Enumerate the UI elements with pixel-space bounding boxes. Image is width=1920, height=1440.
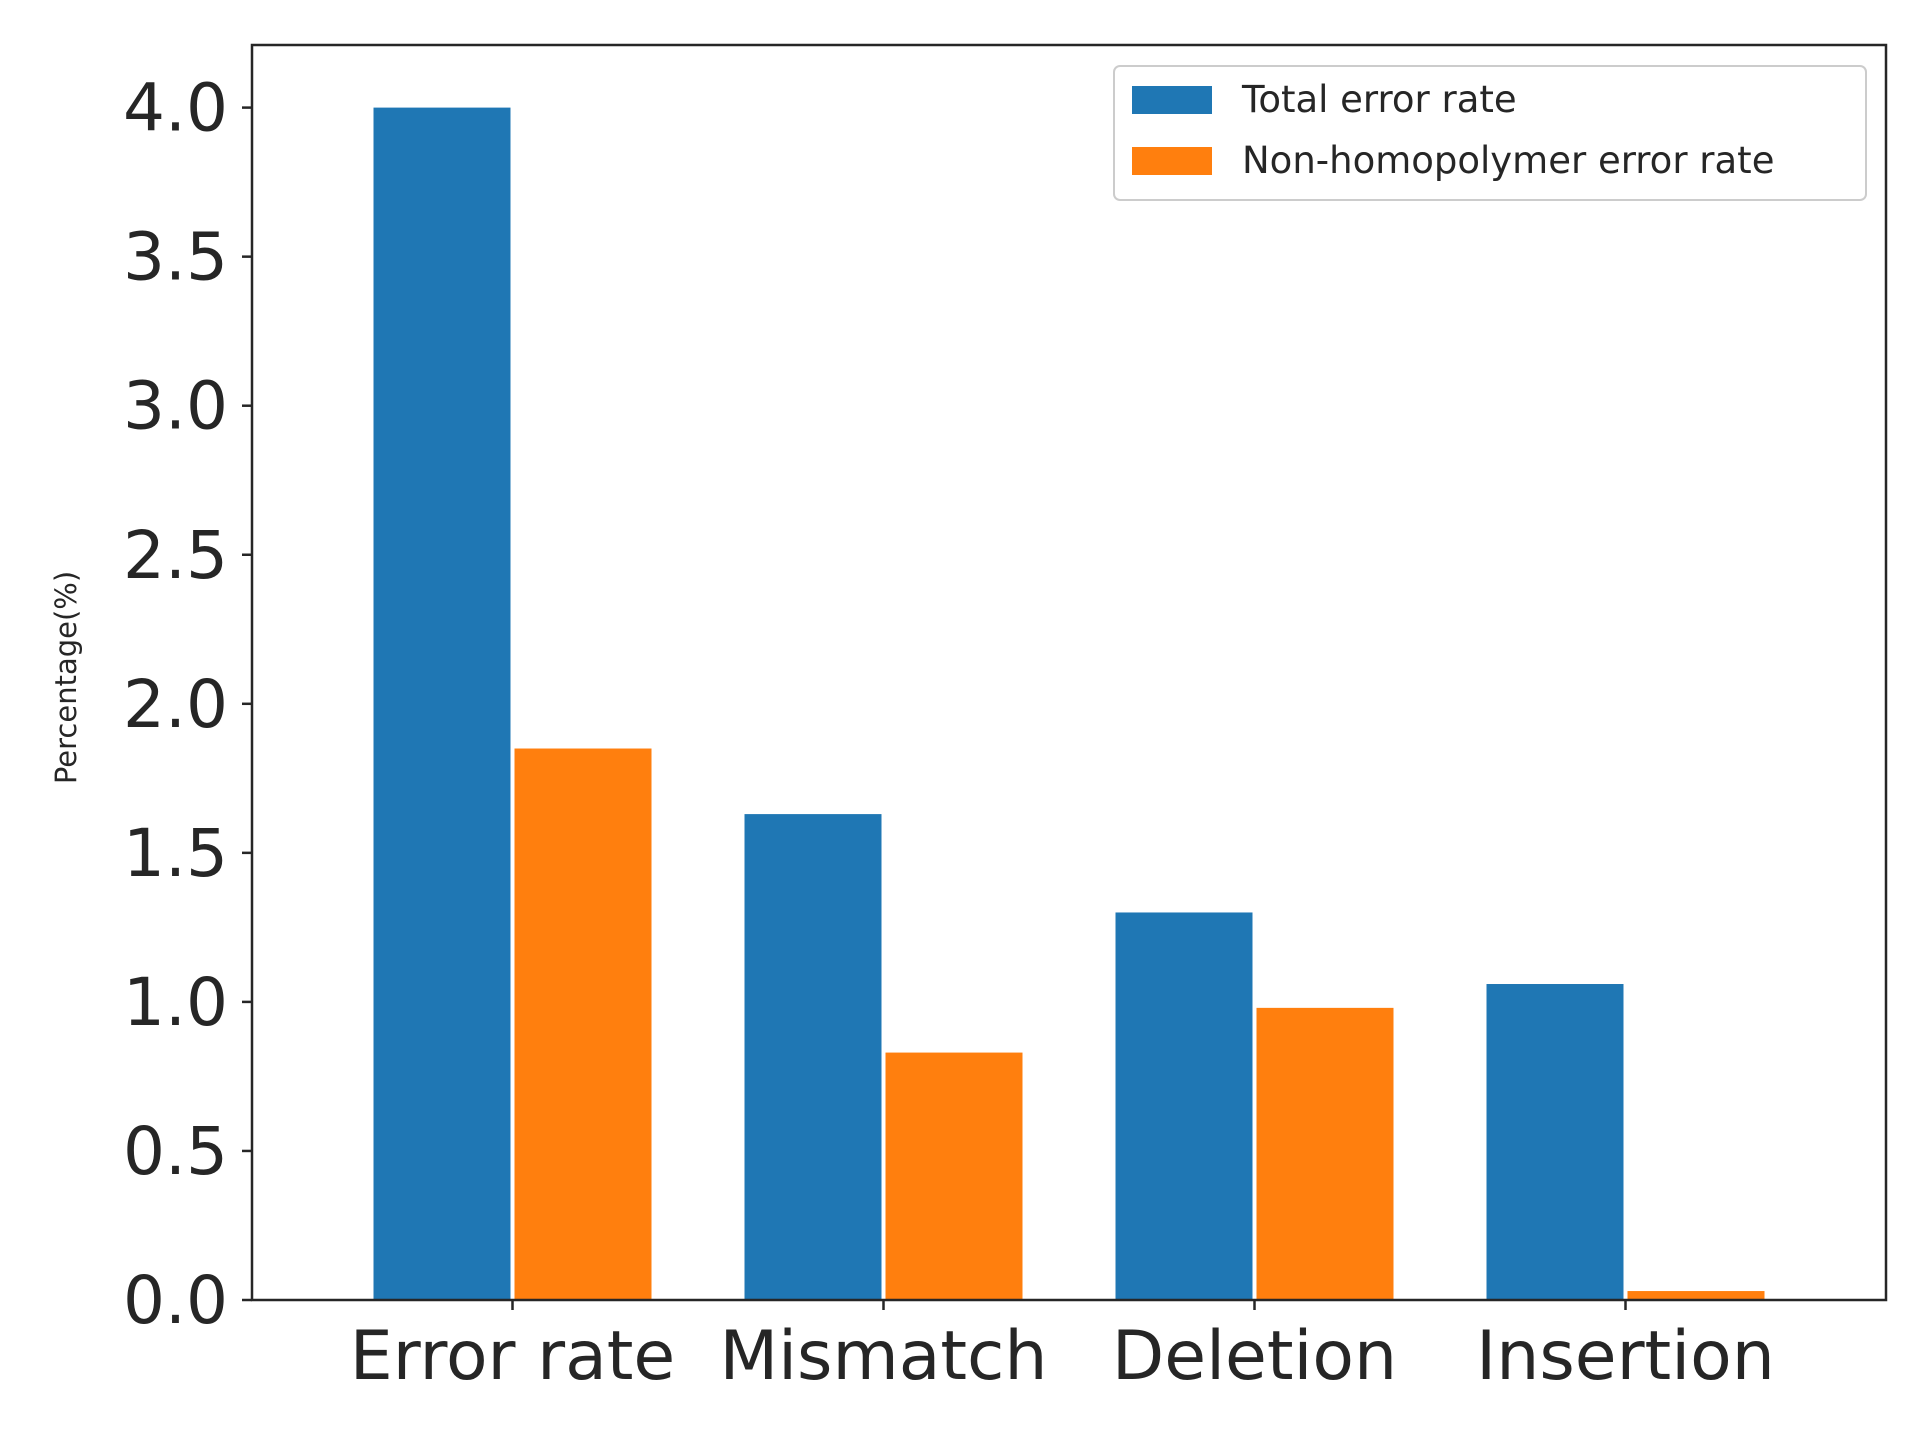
- bar-deletion-total: [1115, 912, 1253, 1300]
- bar-insertion-non-homopolymer: [1627, 1291, 1765, 1300]
- x-axis-ticks: Error rate Mismatch Deletion Insertion: [350, 1300, 1775, 1396]
- x-tick-label: Mismatch: [719, 1317, 1047, 1396]
- bar-error-rate-non-homopolymer: [514, 748, 652, 1300]
- legend-items: Total error rate Non-homopolymer error ra…: [1132, 78, 1774, 182]
- legend-swatch: [1132, 147, 1212, 175]
- legend-label: Total error rate: [1241, 78, 1517, 121]
- y-tick-label: 1.0: [123, 964, 228, 1041]
- y-tick-label: 2.5: [123, 517, 228, 594]
- legend-box: [1113, 65, 1867, 201]
- legend: Total error rate Non-homopolymer error ra…: [1113, 65, 1867, 201]
- plot-frame: [250, 43, 1888, 1302]
- y-tick-label: 0.0: [123, 1262, 228, 1339]
- y-axis-ticks: 0.0 0.5 1.0 1.5 2.0 2.5 3.0 3.5 4.0: [123, 70, 252, 1339]
- y-tick-label: 0.5: [123, 1113, 228, 1190]
- bar-error-rate-total: [373, 107, 511, 1300]
- y-tick-label: 3.5: [123, 219, 228, 296]
- bar-mismatch-non-homopolymer: [885, 1052, 1023, 1300]
- y-tick-label: 4.0: [123, 70, 228, 147]
- y-tick-label: 2.0: [123, 666, 228, 743]
- y-tick-label: 1.5: [123, 815, 228, 892]
- x-tick-label: Deletion: [1112, 1317, 1397, 1396]
- bar-mismatch-total: [744, 814, 882, 1300]
- x-tick-label: Insertion: [1476, 1317, 1775, 1396]
- bars-group: [373, 107, 1765, 1300]
- legend-label: Non-homopolymer error rate: [1242, 139, 1774, 182]
- y-tick-label: 3.0: [123, 368, 228, 445]
- bar-deletion-non-homopolymer: [1256, 1007, 1394, 1300]
- y-axis-label: Percentage(%): [49, 571, 83, 784]
- x-tick-label: Error rate: [350, 1317, 676, 1396]
- bar-insertion-total: [1486, 984, 1624, 1300]
- legend-swatch: [1132, 86, 1212, 114]
